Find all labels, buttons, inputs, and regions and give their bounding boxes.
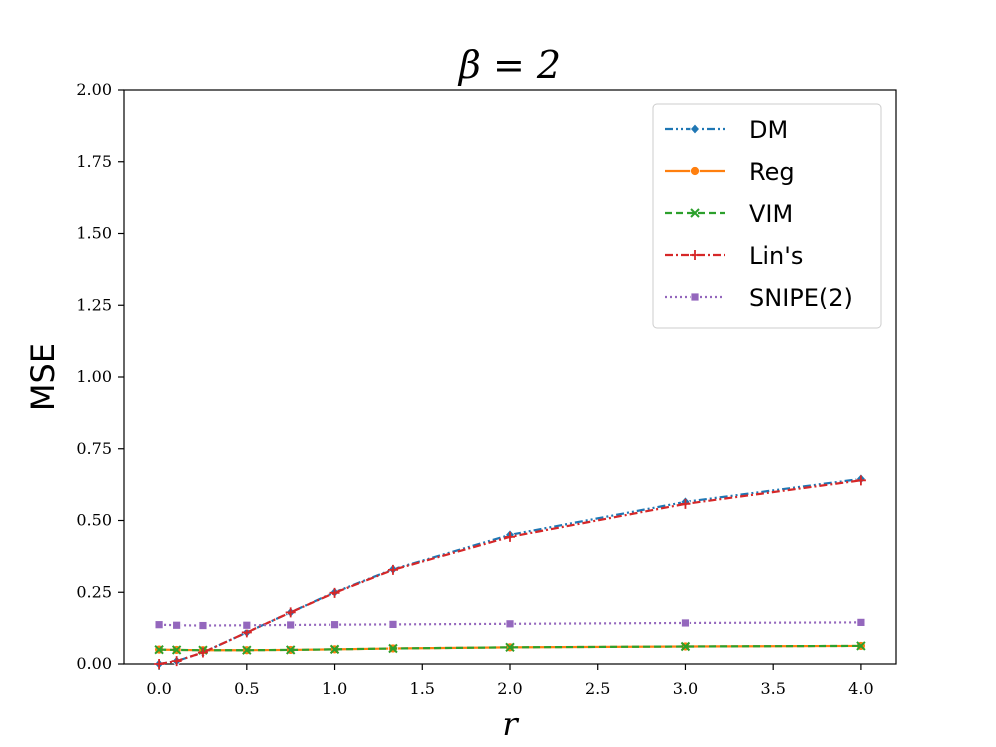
data-point (329, 587, 340, 598)
data-point (330, 620, 339, 630)
x-tick-label: 4.0 (848, 679, 873, 698)
data-point (285, 607, 296, 618)
x-tick-label: 2.5 (585, 679, 610, 698)
legend-label: DM (749, 116, 788, 144)
legend-marker (690, 208, 700, 218)
legend-entry: DM (665, 116, 788, 144)
data-point (197, 647, 208, 658)
legend-marker (689, 123, 701, 135)
series-vim (154, 641, 866, 655)
y-tick-label: 0.25 (76, 582, 112, 601)
x-tick-label: 0.0 (146, 679, 171, 698)
series-dm (154, 473, 866, 670)
data-point (680, 641, 691, 652)
data-point (387, 564, 398, 575)
y-tick-label: 0.75 (76, 439, 112, 458)
x-tick-label: 1.5 (410, 679, 435, 698)
data-point (242, 620, 252, 630)
x-tick-label: 0.5 (234, 679, 259, 698)
legend-entry: Reg (665, 158, 795, 186)
series-line (159, 644, 861, 652)
data-point (855, 475, 866, 486)
chart-title: β = 2 (457, 43, 561, 87)
data-point (505, 619, 515, 629)
legend-entry: VIM (665, 200, 793, 228)
data-point (505, 531, 515, 542)
y-tick-label: 0.00 (76, 654, 112, 673)
data-point (388, 619, 398, 629)
series-line (158, 477, 862, 666)
y-tick-label: 1.75 (76, 152, 112, 171)
data-point (680, 498, 691, 509)
data-point (198, 621, 208, 630)
y-tick-label: 1.00 (76, 367, 112, 386)
x-tick-label: 3.5 (760, 679, 785, 698)
data-point (388, 643, 398, 654)
series-lin-s (154, 475, 866, 669)
data-point (505, 642, 515, 653)
legend-entry: SNIPE(2) (665, 284, 853, 312)
y-tick-label: 0.50 (76, 511, 112, 530)
data-point (856, 617, 866, 627)
data-point (681, 618, 690, 628)
y-tick-label: 1.50 (76, 224, 112, 243)
y-axis-label: MSE (24, 343, 62, 411)
legend-marker (690, 250, 700, 260)
y-tick-label: 1.25 (76, 295, 112, 314)
legend-marker (690, 292, 700, 302)
data-point (285, 645, 296, 655)
data-point (154, 620, 164, 630)
x-tick-label: 1.0 (322, 679, 347, 698)
data-point (286, 620, 296, 630)
x-tick-label: 3.0 (673, 679, 698, 698)
data-point (172, 620, 182, 630)
legend-label: SNIPE(2) (749, 284, 853, 312)
data-point (171, 656, 182, 667)
legend-marker (690, 166, 700, 176)
legend-label: VIM (749, 200, 793, 228)
series-line (158, 479, 862, 666)
data-point (329, 644, 340, 655)
x-axis-label: r (502, 705, 519, 743)
x-tick-label: 2.0 (497, 679, 522, 698)
series-snipe-2- (154, 617, 866, 630)
legend-box (652, 103, 882, 329)
legend-label: Reg (749, 158, 795, 186)
series-line (159, 621, 861, 627)
data-point (154, 644, 164, 655)
y-tick-label: 2.00 (76, 80, 112, 99)
data-point (171, 645, 182, 655)
data-point (856, 641, 866, 651)
data-point (154, 659, 165, 669)
data-point (242, 645, 252, 655)
legend-entry: Lin's (665, 242, 803, 270)
legend-label: Lin's (749, 242, 803, 270)
